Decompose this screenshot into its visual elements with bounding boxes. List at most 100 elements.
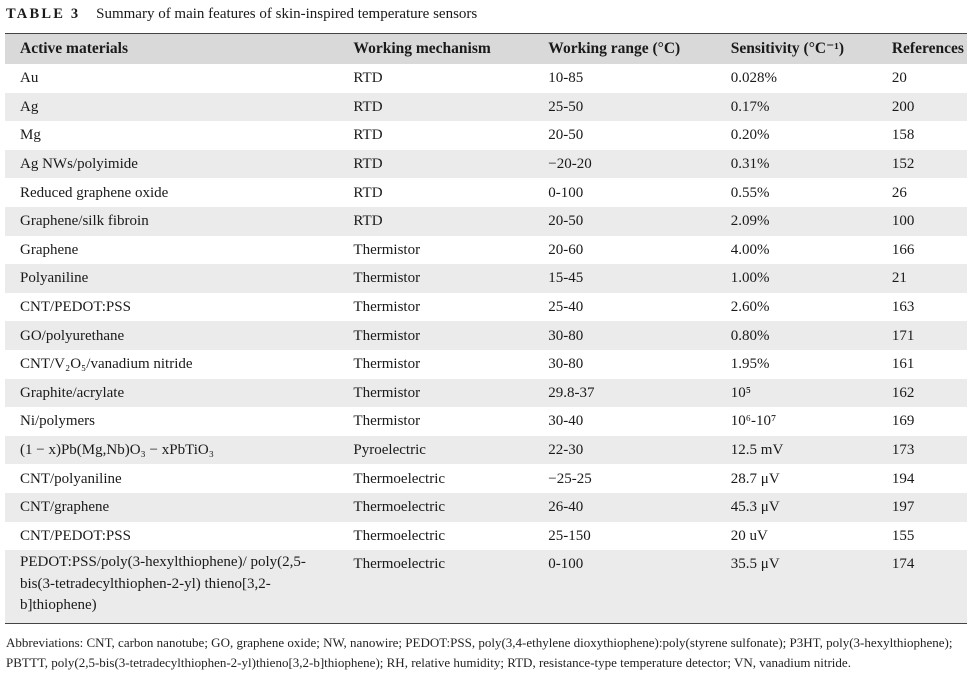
cell-range: 26-40 (548, 499, 584, 516)
cell-reference: 100 (891, 213, 915, 230)
table-row: Graphite/acrylate Thermistor 29.8-37 10⁵ 162 (5, 378, 967, 408)
cell-mechanism: Thermoelectric (353, 499, 446, 516)
cell-material: PEDOT:PSS/poly(3-hexylthiophene)/ poly(2… (20, 554, 306, 614)
cell-sensitivity: 45.3 μV (730, 499, 780, 516)
cell-range: 20-50 (548, 213, 584, 230)
cell-material: GO/polyurethane (20, 327, 125, 344)
cell-sensitivity: 0.20% (730, 127, 770, 144)
cell-mechanism: Thermistor (353, 270, 421, 287)
cell-reference: 173 (891, 442, 915, 459)
table-row: Ni/polymers Thermistor 30-40 10⁶-10⁷ 169 (5, 407, 967, 436)
cell-range: −25-25 (548, 470, 592, 487)
cell-sensitivity: 0.31% (730, 156, 770, 173)
cell-range: 29.8-37 (548, 384, 595, 401)
cell-mechanism: Thermistor (353, 299, 421, 316)
cell-reference: 169 (891, 413, 915, 430)
cell-material: Graphene/silk fibroin (20, 213, 149, 230)
cell-material: CNT/V₂O₅/vanadium nitride (20, 356, 193, 373)
header-working-mechanism: Working mechanism (353, 40, 491, 57)
cell-range: 10-85 (548, 70, 584, 87)
cell-mechanism: RTD (353, 156, 383, 173)
cell-reference: 155 (891, 527, 915, 544)
cell-range: 20-50 (548, 127, 584, 144)
cell-range: 0-100 (548, 184, 584, 201)
cell-mechanism: Thermistor (353, 384, 421, 401)
cell-mechanism: Thermoelectric (353, 470, 446, 487)
table-row: Ag RTD 25-50 0.17% 200 (5, 92, 967, 122)
cell-sensitivity: 20 uV (730, 527, 768, 544)
cell-sensitivity: 0.55% (730, 184, 770, 201)
cell-material: Polyaniline (20, 270, 89, 287)
table-row: CNT/PEDOT:PSS Thermistor 25-40 2.60% 163 (5, 293, 967, 322)
cell-reference: 20 (891, 70, 907, 87)
table-label: TABLE 3 (6, 6, 81, 22)
cell-sensitivity: 0.028% (730, 70, 778, 87)
cell-range: 30-40 (548, 413, 584, 430)
cell-range: −20-20 (548, 156, 592, 173)
cell-material: Graphite/acrylate (20, 384, 125, 401)
table-row: CNT/PEDOT:PSS Thermoelectric 25-150 20 uV 15… (5, 522, 967, 551)
cell-range: 20-60 (548, 241, 584, 258)
cell-mechanism: Thermistor (353, 356, 421, 373)
table-row: PEDOT:PSS/poly(3-hexylthiophene)/ poly(2… (5, 550, 967, 623)
cell-mechanism: RTD (353, 70, 383, 87)
cell-material: Mg (20, 127, 41, 144)
cell-sensitivity: 1.95% (730, 356, 770, 373)
cell-reference: 166 (891, 241, 915, 258)
cell-material: Ag (20, 98, 39, 115)
header-row: Active materials Working mechanism Worki… (5, 34, 967, 64)
table-row: GO/polyurethane Thermistor 30-80 0.80% 171 (5, 321, 967, 350)
cell-sensitivity: 10⁶-10⁷ (730, 413, 777, 430)
cell-sensitivity: 10⁵ (730, 384, 752, 401)
cell-material: CNT/PEDOT:PSS (20, 527, 131, 544)
cell-sensitivity: 0.17% (730, 98, 770, 115)
cell-reference: 26 (891, 184, 907, 201)
cell-range: 25-150 (548, 527, 591, 544)
table-row: Ag NWs/polyimide RTD −20-20 0.31% 152 (5, 149, 967, 179)
cell-mechanism: RTD (353, 98, 383, 115)
cell-reference: 163 (891, 299, 915, 316)
table-row: Mg RTD 20-50 0.20% 158 (5, 121, 967, 150)
table-row: Au RTD 10-85 0.028% 20 (5, 64, 967, 93)
table-row: CNT/V₂O₅/vanadium nitride Thermistor 30-80… (5, 350, 967, 379)
cell-reference: 194 (891, 470, 915, 487)
cell-reference: 152 (891, 156, 915, 173)
cell-mechanism: Thermistor (353, 327, 421, 344)
table-row: Reduced graphene oxide RTD 0-100 0.55% 26 (5, 178, 967, 207)
abbreviations-footnote: Abbreviations: CNT, carbon nanotube; GO,… (6, 635, 953, 670)
cell-range: 15-45 (548, 270, 584, 287)
table-caption: TABLE 3 Summary of main features of skin… (6, 5, 966, 27)
cell-reference: 158 (891, 127, 915, 144)
cell-sensitivity: 35.5 μV (730, 556, 780, 573)
header-active-materials: Active materials (20, 40, 129, 57)
cell-reference: 21 (891, 270, 907, 287)
table-title: Summary of main features of skin-inspire… (96, 6, 478, 22)
cell-material: CNT/PEDOT:PSS (20, 299, 131, 316)
data-table: Active materials Working mechanism Worki… (5, 34, 967, 623)
features-table: Active materials Working mechanism Worki… (5, 33, 967, 624)
cell-range: 25-40 (548, 299, 584, 316)
cell-reference: 174 (891, 556, 915, 573)
cell-sensitivity: 2.60% (730, 299, 770, 316)
cell-mechanism: Thermoelectric (353, 527, 446, 544)
cell-sensitivity: 28.7 μV (730, 470, 780, 487)
cell-sensitivity: 4.00% (730, 241, 770, 258)
cell-sensitivity: 1.00% (730, 270, 770, 287)
cell-material: Ni/polymers (20, 413, 95, 430)
cell-mechanism: RTD (353, 127, 383, 144)
cell-material: Reduced graphene oxide (20, 184, 169, 201)
cell-material: Au (20, 70, 39, 87)
table-body: Au RTD 10-85 0.028% 20 Ag RTD 25-50 0.17% 200 Mg RT… (5, 64, 967, 623)
cell-mechanism: Pyroelectric (353, 442, 426, 459)
table-row: CNT/polyaniline Thermoelectric −25-25 28.7 … (5, 464, 967, 493)
cell-mechanism: RTD (353, 184, 383, 201)
cell-reference: 171 (891, 327, 915, 344)
cell-sensitivity: 2.09% (730, 213, 770, 230)
cell-mechanism: Thermoelectric (353, 556, 446, 573)
cell-range: 0-100 (548, 556, 584, 573)
cell-range: 30-80 (548, 356, 584, 373)
cell-range: 30-80 (548, 327, 584, 344)
table-row: CNT/graphene Thermoelectric 26-40 45.3 μV 19… (5, 492, 967, 522)
header-sensitivity: Sensitivity (°C⁻¹) (730, 40, 845, 57)
cell-range: 22-30 (548, 442, 584, 459)
